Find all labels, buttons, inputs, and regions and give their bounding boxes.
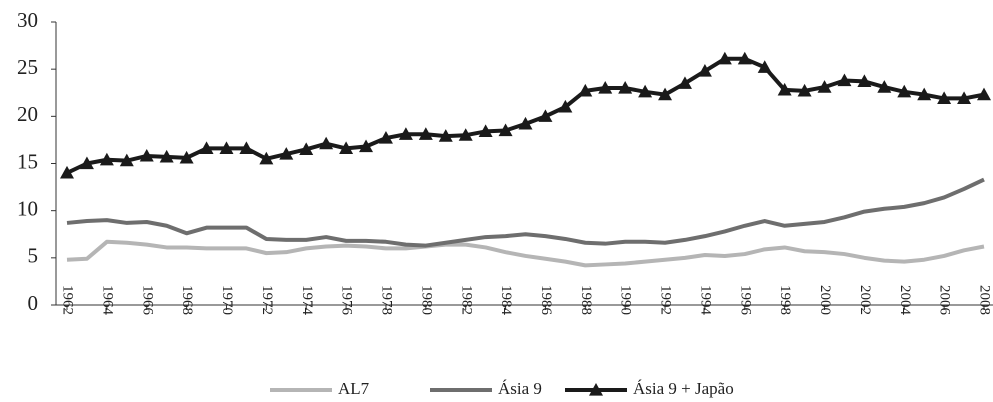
marker (378, 131, 393, 144)
series-line (66, 56, 985, 175)
x-tick-label: 1966 (139, 285, 155, 316)
marker (837, 73, 852, 87)
marker (877, 80, 892, 93)
y-tick-label: 25 (17, 55, 38, 79)
marker (518, 116, 533, 130)
x-tick-label: 1980 (418, 285, 434, 315)
x-tick-label: 1992 (658, 285, 674, 315)
x-tick-label: 1970 (219, 285, 235, 315)
marker (438, 129, 453, 142)
x-tick-label: 1994 (697, 285, 713, 316)
x-tick-label: 1964 (99, 285, 115, 316)
marker (717, 51, 732, 65)
series-line (66, 239, 985, 268)
marker (179, 150, 194, 164)
marker (857, 74, 872, 88)
marker (458, 128, 473, 141)
x-tick-label: 1988 (578, 285, 594, 315)
x-tick-label: 2008 (977, 285, 993, 315)
marker (159, 149, 174, 163)
marker (60, 165, 74, 179)
x-tick-label: 1976 (339, 285, 355, 316)
marker (259, 151, 274, 165)
x-tick-label: 2004 (897, 285, 913, 316)
y-tick-label: 10 (17, 196, 38, 220)
marker (658, 87, 673, 101)
marker (478, 124, 493, 138)
marker (199, 141, 214, 155)
marker (817, 80, 832, 93)
series-line (66, 177, 985, 248)
legend-label: Ásia 9 (498, 379, 542, 398)
x-tick-label: 1968 (179, 285, 195, 315)
marker (917, 87, 932, 101)
x-tick-label: 1990 (618, 285, 634, 315)
x-tick-label: 1974 (299, 285, 315, 316)
marker (598, 81, 613, 94)
marker (737, 51, 752, 65)
marker (538, 109, 553, 122)
legend-label: Ásia 9 + Japão (633, 379, 734, 398)
marker (578, 83, 593, 97)
marker (319, 136, 334, 150)
x-tick-label: 1972 (259, 285, 275, 315)
marker (498, 123, 513, 137)
x-tick-label: 1996 (737, 285, 753, 316)
marker (777, 82, 792, 96)
marker (339, 141, 354, 155)
marker (977, 87, 991, 101)
y-tick-label: 5 (28, 244, 39, 268)
marker (359, 139, 374, 153)
marker (757, 60, 772, 73)
marker (398, 127, 413, 140)
marker (638, 84, 653, 98)
marker (797, 83, 812, 97)
y-tick-label: 20 (17, 102, 38, 126)
x-tick-label: 2006 (937, 285, 953, 316)
marker (697, 64, 712, 77)
marker (219, 141, 234, 155)
y-tick-label: 0 (28, 291, 39, 315)
y-tick-label: 30 (17, 8, 38, 32)
y-tick-label: 15 (17, 149, 38, 173)
x-tick-label: 1986 (538, 285, 554, 316)
marker (119, 153, 134, 167)
marker (558, 99, 573, 113)
marker (677, 76, 692, 89)
x-tick-label: 1978 (379, 285, 395, 315)
marker (99, 152, 114, 166)
marker (299, 142, 314, 155)
marker (957, 91, 972, 105)
x-tick-label: 1962 (60, 285, 76, 315)
x-tick-label: 1984 (498, 285, 514, 316)
marker (139, 148, 154, 162)
legend-label: AL7 (338, 379, 370, 398)
x-tick-label: 1982 (458, 285, 474, 315)
marker (937, 91, 952, 105)
x-tick-label: 2000 (817, 285, 833, 315)
marker (239, 141, 254, 155)
x-tick-label: 1998 (777, 285, 793, 315)
marker (618, 81, 633, 94)
marker (79, 156, 94, 170)
legend-marker (589, 383, 603, 396)
x-tick-label: 2002 (857, 285, 873, 315)
marker (279, 147, 294, 160)
marker (418, 127, 433, 140)
marker (897, 84, 912, 98)
